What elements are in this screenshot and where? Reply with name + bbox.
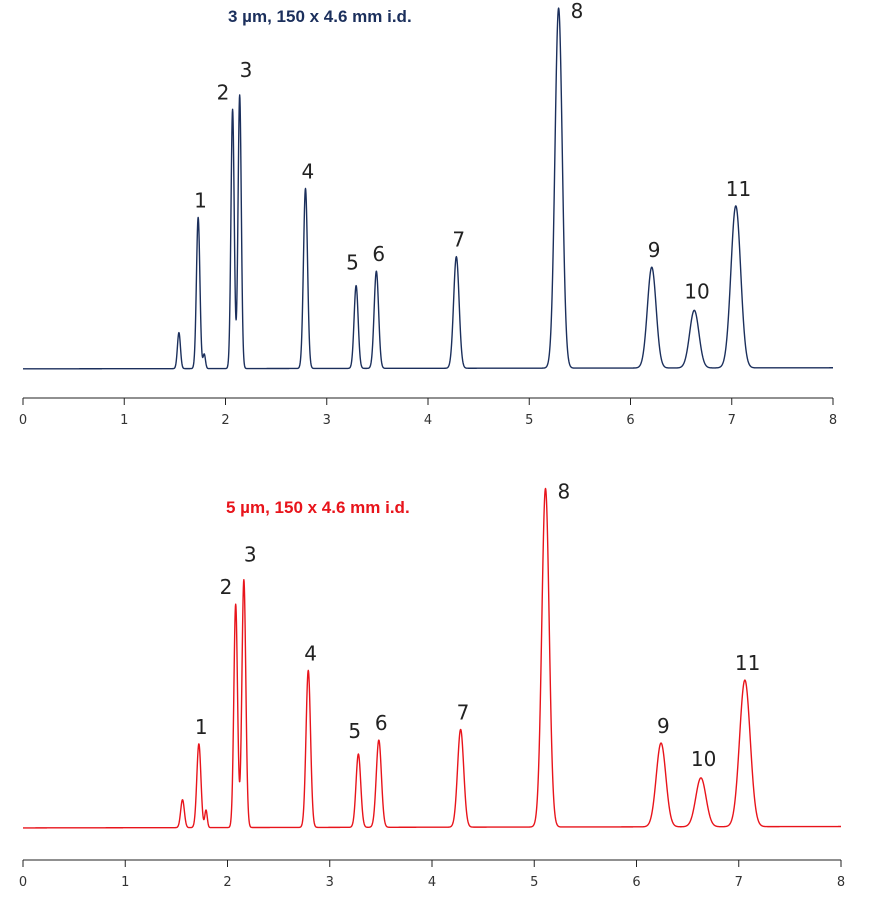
x-tick-label: 7 [735, 875, 743, 890]
peak-label: 9 [648, 238, 661, 262]
peak-label: 5 [346, 251, 359, 275]
x-tick-label: 7 [728, 413, 736, 428]
peak-label: 11 [735, 651, 760, 675]
x-tick-label: 8 [829, 413, 837, 428]
peak-label: 10 [691, 747, 716, 771]
peak-label: 9 [657, 714, 670, 738]
x-tick-label: 5 [525, 413, 533, 428]
x-tick-label: 0 [19, 875, 27, 890]
x-tick-label: 0 [19, 413, 27, 428]
x-tick-label: 1 [121, 875, 129, 890]
peak-label: 6 [375, 711, 388, 735]
peak-label: 7 [457, 700, 470, 724]
x-tick-label: 4 [428, 875, 436, 890]
chart-title: 5 µm, 150 x 4.6 mm i.d. [226, 498, 410, 517]
x-tick-label: 6 [632, 875, 640, 890]
signal-trace [22, 7, 834, 370]
x-tick-label: 1 [120, 413, 128, 428]
peak-label: 11 [726, 177, 751, 201]
peak-label: 1 [194, 188, 207, 212]
peak-label: 1 [195, 715, 208, 739]
peak-label: 4 [304, 641, 317, 665]
x-tick-label: 6 [626, 413, 634, 428]
x-tick-label: 8 [837, 875, 845, 890]
peak-label: 4 [301, 159, 314, 183]
peak-label: 7 [452, 228, 465, 252]
x-tick-label: 3 [323, 413, 331, 428]
x-tick-label: 2 [223, 875, 231, 890]
peak-label: 8 [557, 479, 570, 503]
x-tick-label: 3 [326, 875, 334, 890]
peak-label: 3 [244, 543, 257, 567]
peak-label: 5 [348, 719, 361, 743]
peak-label: 10 [684, 279, 709, 303]
chart-title: 3 µm, 150 x 4.6 mm i.d. [228, 7, 412, 26]
peak-label: 8 [571, 0, 584, 23]
peak-label: 2 [217, 80, 230, 104]
x-tick-label: 4 [424, 413, 432, 428]
peak-label: 2 [220, 575, 233, 599]
peak-label: 3 [240, 58, 253, 82]
signal-trace [22, 487, 842, 829]
x-tick-label: 2 [221, 413, 229, 428]
peak-label: 6 [372, 242, 385, 266]
x-tick-label: 5 [530, 875, 538, 890]
